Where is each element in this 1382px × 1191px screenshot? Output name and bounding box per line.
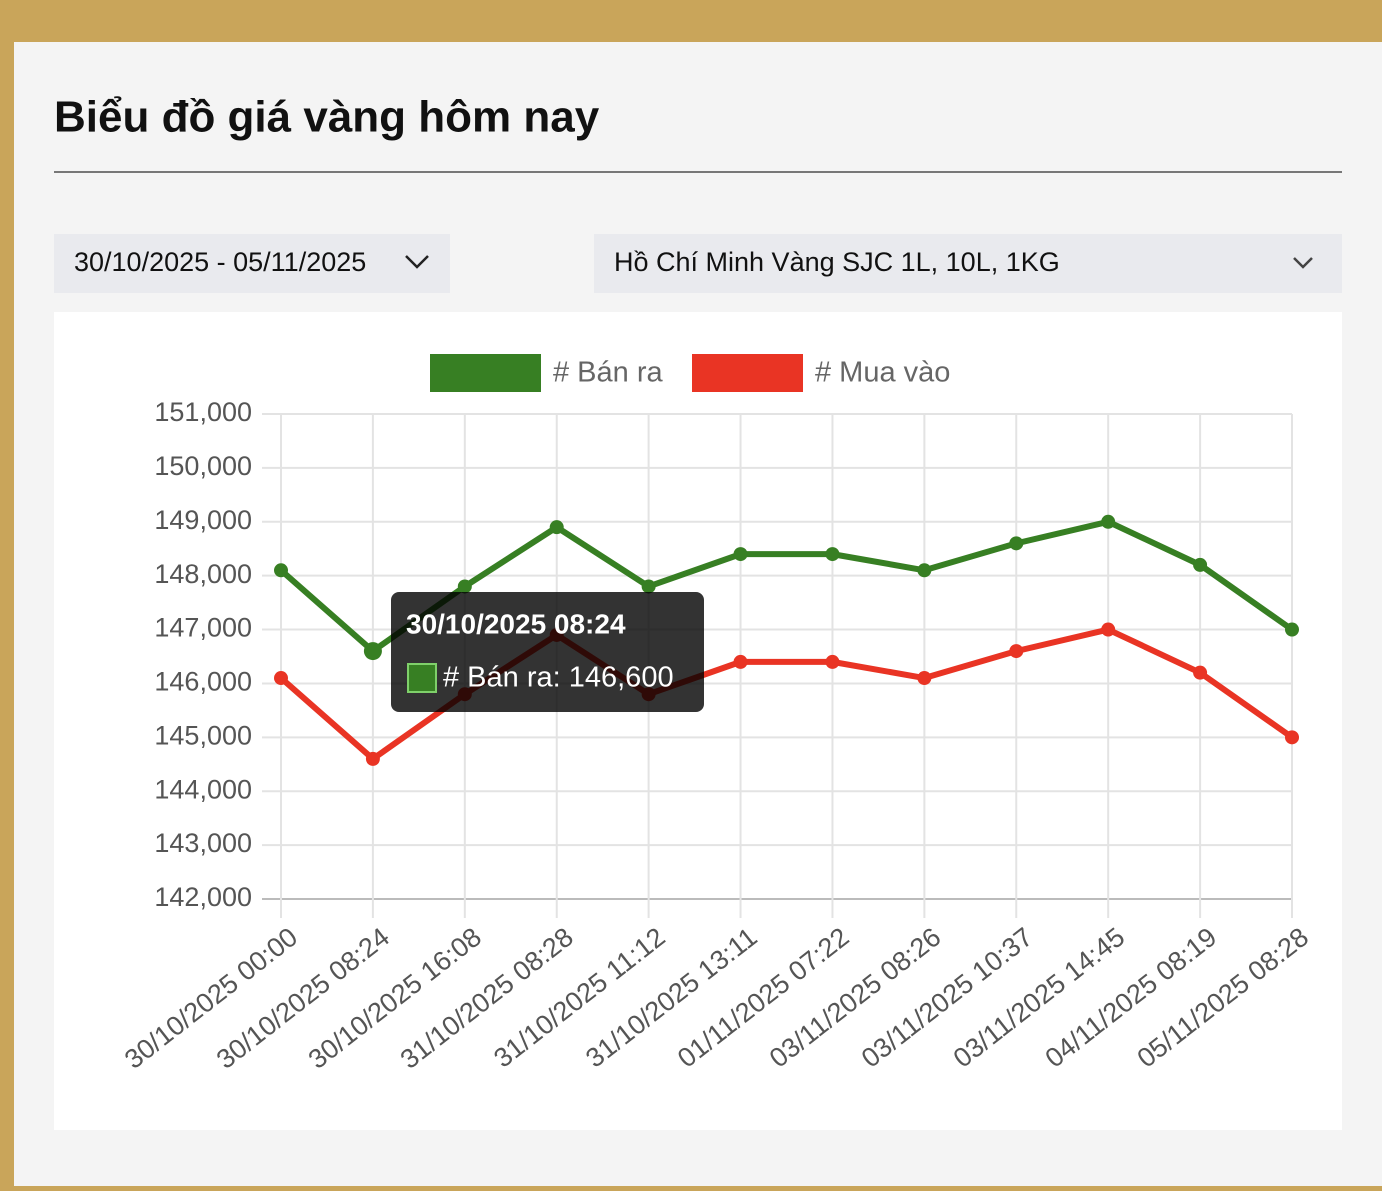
- point: [641, 579, 656, 594]
- point: [457, 579, 472, 594]
- tooltip-label: # Bán ra: 146,600: [443, 662, 674, 694]
- product-dropdown[interactable]: Hồ Chí Minh Vàng SJC 1L, 10L, 1KG: [594, 234, 1342, 293]
- legend-label: # Mua vào: [815, 357, 950, 389]
- dropdown-box[interactable]: [594, 234, 1342, 293]
- point: [917, 671, 932, 686]
- legend-label: # Bán ra: [553, 357, 663, 389]
- dropdown-box[interactable]: [54, 234, 450, 293]
- point: [1101, 514, 1116, 529]
- point: [1101, 622, 1116, 637]
- dropdown-text[interactable]: Hồ Chí Minh Vàng SJC 1L, 10L, 1KG: [614, 247, 1060, 277]
- y-tick-label: 149,000: [154, 505, 252, 535]
- y-tick-label: 144,000: [154, 774, 252, 804]
- y-tick-label: 151,000: [154, 397, 252, 427]
- legend-swatch: [430, 354, 541, 392]
- chevron: [1293, 257, 1313, 269]
- legend-swatch: [692, 354, 803, 392]
- chart-card: [54, 312, 1342, 1130]
- point: [825, 547, 840, 562]
- point: [1285, 730, 1299, 745]
- point: [549, 520, 564, 535]
- y-tick-label: 146,000: [154, 667, 252, 697]
- y-tick-label: 143,000: [154, 828, 252, 858]
- point: [733, 547, 748, 562]
- point: [274, 671, 288, 686]
- dropdown-text[interactable]: 30/10/2025 - 05/11/2025: [74, 247, 366, 277]
- chevron: [405, 255, 429, 269]
- point: [733, 654, 748, 669]
- point: [365, 751, 380, 766]
- point: [274, 563, 288, 578]
- y-tick-label: 142,000: [154, 882, 252, 912]
- point: [1193, 665, 1208, 680]
- y-tick-label: 150,000: [154, 451, 252, 481]
- y-tick-label: 145,000: [154, 720, 252, 750]
- point: [825, 654, 840, 669]
- y-tick-label: 147,000: [154, 613, 252, 643]
- tooltip: 30/10/2025 08:24 # Bán ra: 146,600: [391, 592, 704, 712]
- point: [1285, 622, 1299, 637]
- point: [1193, 557, 1208, 572]
- tooltip-box: [391, 592, 704, 712]
- page-title: Biểu đồ giá vàng hôm nay: [54, 93, 600, 142]
- tooltip-swatch: [407, 663, 437, 693]
- point: [1009, 536, 1024, 551]
- tooltip-title: 30/10/2025 08:24: [406, 608, 626, 639]
- point: [363, 642, 382, 661]
- point: [1009, 644, 1024, 659]
- date-dropdown[interactable]: 30/10/2025 - 05/11/2025: [54, 234, 450, 293]
- point: [917, 563, 932, 578]
- y-tick-label: 148,000: [154, 559, 252, 589]
